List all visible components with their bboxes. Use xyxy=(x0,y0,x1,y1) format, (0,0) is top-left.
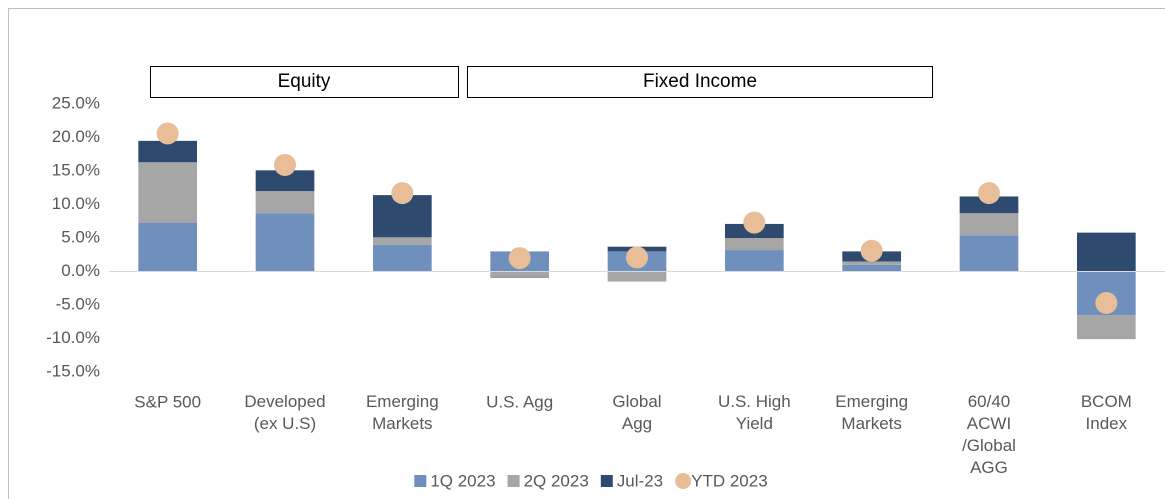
x-tick-label: Emerging Markets xyxy=(835,392,908,433)
y-tick-label: 10.0% xyxy=(52,194,100,213)
legend-label: 2Q 2023 xyxy=(524,471,589,490)
ytd-dot xyxy=(274,153,296,176)
frame xyxy=(8,8,1165,499)
legend-marker xyxy=(507,475,520,487)
ytd-dot xyxy=(626,246,648,269)
bar-segment xyxy=(138,140,197,163)
y-tick-label: -15.0% xyxy=(46,361,100,380)
y-tick-label: -5.0% xyxy=(56,294,100,313)
bar-segment xyxy=(842,261,901,265)
x-tick-label: 60/40 ACWI/Global AGG xyxy=(962,392,1016,477)
group-box xyxy=(150,66,459,98)
bar-segment xyxy=(138,222,197,272)
ytd-dot xyxy=(860,239,883,262)
legend-label: Jul-23 xyxy=(617,471,663,490)
ytd-dot xyxy=(156,122,179,145)
x-tick-label: Global Agg xyxy=(612,392,661,433)
bar-segment xyxy=(373,244,432,272)
legend-marker xyxy=(414,475,427,487)
legend-label: YTD 2023 xyxy=(691,471,768,490)
group-label: Fixed Income xyxy=(643,71,757,92)
x-tick-label: Developed (ex U.S) xyxy=(244,392,325,433)
bar-segment xyxy=(725,238,784,251)
group-box xyxy=(467,66,933,98)
x-tick-label: S&P 500 xyxy=(134,392,201,411)
y-tick-label: 5.0% xyxy=(61,227,100,246)
legend-marker xyxy=(600,475,613,487)
bar-segment xyxy=(255,191,315,214)
y-tick-label: 0.0% xyxy=(61,261,100,280)
y-tick-label: 20.0% xyxy=(52,127,100,146)
bar-segment xyxy=(1077,232,1136,272)
legend-marker xyxy=(675,473,692,489)
bar-segment xyxy=(959,213,1019,236)
legend-label: 1Q 2023 xyxy=(430,471,495,490)
ytd-dot xyxy=(508,247,531,270)
bar-segment xyxy=(607,271,667,282)
ytd-dot xyxy=(743,211,766,234)
x-tick-label: U.S. High Yield xyxy=(718,392,791,433)
x-tick-label: U.S. Agg xyxy=(486,392,553,411)
bar-segment xyxy=(255,170,315,192)
ytd-dot xyxy=(978,182,1000,205)
bar-segment xyxy=(959,196,1019,214)
ytd-dot xyxy=(1095,291,1118,314)
y-tick-label: 25.0% xyxy=(52,93,100,112)
y-tick-label: 15.0% xyxy=(52,160,100,179)
bar-segment xyxy=(842,264,901,272)
bar-segment xyxy=(959,235,1019,272)
y-tick-label: -10.0% xyxy=(46,328,100,347)
bar-segment xyxy=(255,213,315,272)
x-tick-label: Emerging Markets xyxy=(366,392,439,433)
x-tick-label: BCOM Index xyxy=(1081,392,1132,433)
bar-segment xyxy=(490,271,549,277)
bar-segment xyxy=(138,162,197,223)
bar-segment xyxy=(490,276,549,278)
group-label: Equity xyxy=(278,71,331,92)
ytd-dot xyxy=(391,182,414,205)
bar-segment xyxy=(373,237,432,245)
bar-segment xyxy=(1077,315,1136,340)
bar-segment xyxy=(725,250,784,272)
